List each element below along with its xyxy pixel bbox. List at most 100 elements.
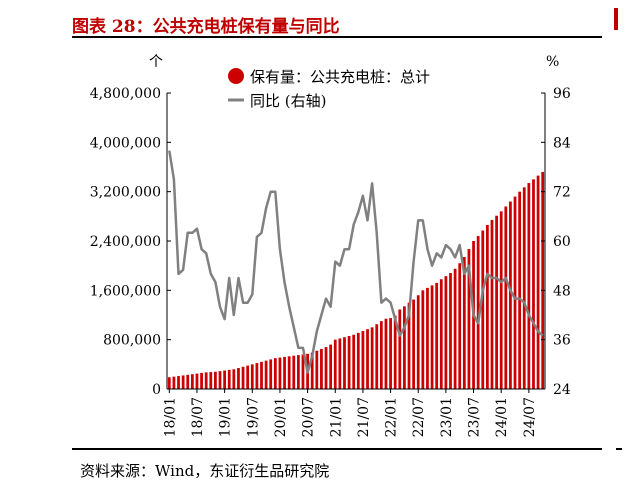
bar bbox=[398, 309, 402, 389]
chart-title: 图表 28：公共充电桩保有量与同比 bbox=[72, 17, 340, 37]
right-tick-label: 72 bbox=[553, 185, 571, 201]
bar bbox=[177, 376, 180, 389]
bar bbox=[485, 224, 489, 389]
x-tick-label: 24/07 bbox=[522, 397, 538, 437]
bar bbox=[458, 263, 462, 389]
bar bbox=[329, 344, 333, 389]
x-tick-label: 19/07 bbox=[245, 397, 261, 437]
bar bbox=[375, 324, 379, 389]
bar bbox=[181, 375, 185, 389]
right-axis-unit: % bbox=[546, 54, 559, 70]
bar bbox=[195, 373, 199, 389]
bar bbox=[347, 335, 351, 389]
bar bbox=[379, 321, 383, 389]
bar bbox=[513, 196, 517, 389]
bar bbox=[260, 361, 263, 389]
x-tick-label: 24/01 bbox=[494, 397, 510, 437]
bar bbox=[412, 299, 416, 389]
bar bbox=[490, 220, 494, 389]
x-tick-label: 21/07 bbox=[356, 397, 372, 437]
bar bbox=[264, 360, 268, 389]
bar bbox=[509, 201, 512, 389]
bar-series bbox=[167, 171, 545, 389]
legend: 保有量：公共充电桩：总计 同比 (右轴) bbox=[228, 68, 430, 110]
x-tick-label: 23/01 bbox=[439, 397, 455, 437]
bar bbox=[444, 276, 448, 389]
x-tick-label: 21/01 bbox=[328, 397, 344, 437]
bar bbox=[370, 327, 374, 389]
bar bbox=[449, 273, 452, 389]
adjacent-figure-marker bbox=[614, 8, 618, 30]
legend-bar-label: 保有量：公共充电桩：总计 bbox=[250, 68, 430, 86]
bar bbox=[227, 369, 231, 389]
bar bbox=[352, 334, 356, 389]
bar bbox=[495, 215, 498, 389]
left-tick-label: 4,800,000 bbox=[90, 86, 161, 102]
bar bbox=[241, 366, 245, 389]
bar bbox=[246, 365, 250, 389]
bar bbox=[190, 374, 194, 389]
bar bbox=[476, 236, 480, 389]
bar bbox=[301, 354, 305, 389]
left-tick-label: 3,200,000 bbox=[90, 185, 161, 201]
bar bbox=[320, 348, 323, 389]
bar bbox=[200, 372, 203, 389]
bar bbox=[426, 287, 429, 389]
bar bbox=[435, 282, 439, 389]
yoy-line bbox=[168, 150, 544, 374]
bar bbox=[310, 352, 314, 389]
line-series bbox=[168, 150, 544, 374]
bar bbox=[273, 358, 277, 389]
bar bbox=[283, 356, 286, 389]
adjacent-figure-rule bbox=[616, 448, 622, 450]
x-tick-label: 22/07 bbox=[411, 397, 427, 437]
left-tick-label: 0 bbox=[152, 382, 161, 398]
bar bbox=[467, 249, 471, 389]
bar bbox=[343, 337, 346, 389]
right-tick-label: 60 bbox=[553, 234, 571, 250]
bar bbox=[232, 369, 236, 389]
bar bbox=[522, 187, 526, 389]
bar bbox=[453, 268, 457, 389]
bar bbox=[407, 302, 411, 389]
bar bbox=[172, 376, 176, 389]
bar bbox=[214, 371, 217, 389]
bar bbox=[499, 211, 503, 389]
left-tick-label: 4,000,000 bbox=[90, 135, 161, 151]
bar bbox=[315, 350, 319, 389]
bar bbox=[296, 355, 300, 389]
bar bbox=[223, 370, 227, 389]
bar bbox=[292, 355, 296, 389]
bar bbox=[393, 315, 397, 389]
legend-line-label: 同比 (右轴) bbox=[250, 92, 326, 110]
bar bbox=[439, 279, 443, 389]
bar bbox=[237, 368, 240, 389]
right-tick-label: 84 bbox=[553, 135, 571, 151]
left-axis-unit: 个 bbox=[149, 54, 163, 70]
x-tick-label: 22/01 bbox=[384, 397, 400, 437]
right-tick-label: 36 bbox=[553, 333, 571, 349]
bar bbox=[218, 371, 222, 389]
bar bbox=[204, 372, 208, 389]
bar bbox=[403, 306, 406, 389]
bar bbox=[361, 331, 365, 389]
bar bbox=[324, 347, 328, 389]
x-tick-label: 20/07 bbox=[301, 397, 317, 437]
bar bbox=[209, 372, 213, 389]
bar bbox=[541, 171, 545, 389]
right-tick-label: 24 bbox=[553, 382, 571, 398]
bar bbox=[269, 359, 273, 389]
bar bbox=[389, 318, 392, 389]
bar bbox=[527, 183, 531, 389]
bar bbox=[518, 191, 522, 389]
x-tick-label: 23/07 bbox=[467, 397, 483, 437]
left-tick-label: 1,600,000 bbox=[90, 283, 161, 299]
bar bbox=[333, 339, 337, 389]
axes: 0 800,000 1,600,000 2,400,000 3,200,000 4,000… bbox=[90, 86, 571, 437]
bar bbox=[250, 364, 254, 389]
bar bbox=[481, 230, 485, 389]
legend-bar-swatch bbox=[228, 68, 244, 84]
bar bbox=[255, 363, 259, 389]
bar bbox=[536, 175, 540, 389]
